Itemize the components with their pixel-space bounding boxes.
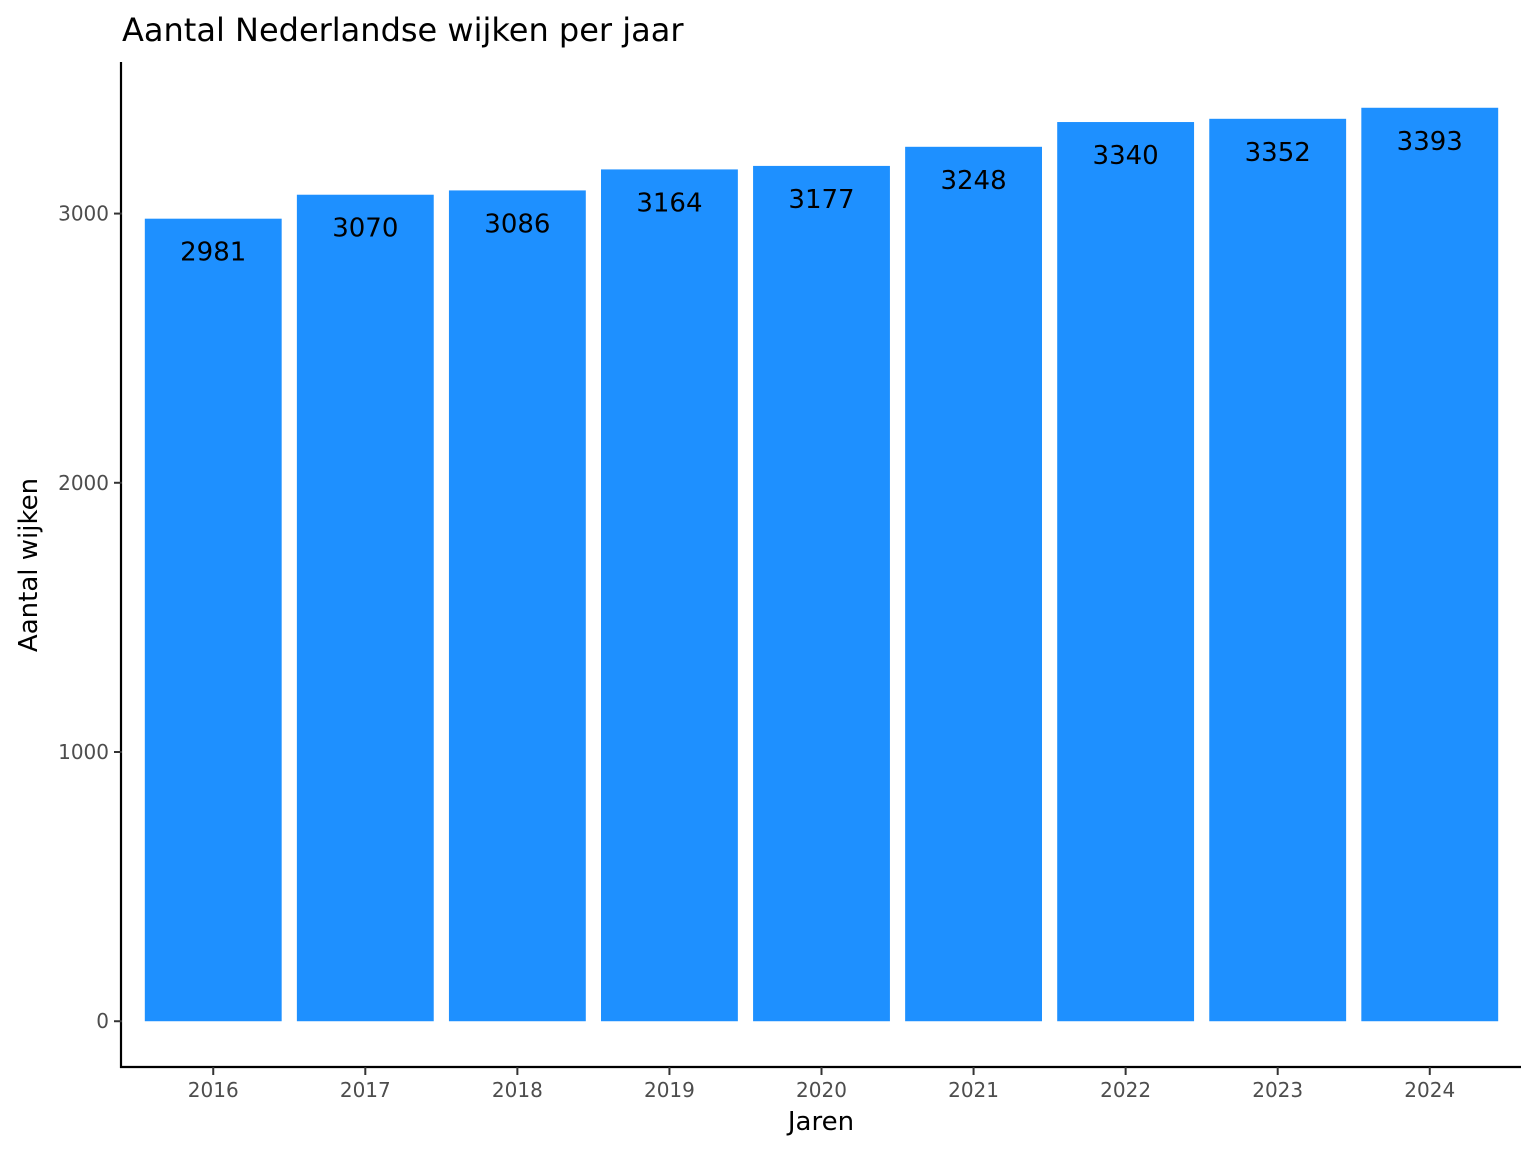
bar-2019 (601, 169, 738, 1022)
data-labels-group: 2981 3070 3086 3164 3177 3248 3340 3352 3393 (180, 127, 1463, 268)
data-label-2020: 3177 (788, 185, 854, 215)
data-label-2017: 3070 (332, 214, 398, 244)
x-tick-label-2024: 2024 (1404, 1078, 1455, 1102)
x-axis: 2016 2017 2018 2019 2020 2021 2022 2023 2024 (120, 1065, 1521, 1102)
bar-2016 (144, 218, 282, 1022)
bars-group (144, 107, 1499, 1022)
data-label-2018: 3086 (484, 209, 550, 239)
y-tick-label-0: 0 (96, 1009, 109, 1033)
bar-2017 (296, 194, 434, 1022)
data-label-2019: 3164 (636, 188, 702, 218)
x-tick-label-2018: 2018 (492, 1078, 543, 1102)
x-tick-label-2022: 2022 (1100, 1078, 1151, 1102)
y-tick-label-2000: 2000 (58, 471, 109, 495)
x-tick-label-2020: 2020 (796, 1078, 847, 1102)
y-tick-label-3000: 3000 (58, 202, 109, 226)
x-tick-label-2017: 2017 (340, 1078, 391, 1102)
bar-2022 (1057, 122, 1195, 1022)
y-tick-label-1000: 1000 (58, 740, 109, 764)
x-tick-label-2019: 2019 (644, 1078, 695, 1102)
data-label-2021: 3248 (940, 166, 1006, 196)
y-axis: 0 1000 2000 3000 (58, 62, 123, 1068)
bar-2024 (1361, 107, 1499, 1022)
data-label-2016: 2981 (180, 238, 246, 268)
bar-2023 (1209, 118, 1347, 1022)
bar-2020 (753, 165, 890, 1022)
x-tick-label-2023: 2023 (1252, 1078, 1303, 1102)
chart-title: Aantal Nederlandse wijken per jaar (122, 11, 684, 49)
data-label-2023: 3352 (1245, 138, 1311, 168)
x-tick-label-2016: 2016 (188, 1078, 239, 1102)
bar-2021 (905, 146, 1042, 1022)
y-axis-title: Aantal wijken (14, 478, 44, 652)
x-tick-label-2021: 2021 (948, 1078, 999, 1102)
x-axis-title: Jaren (786, 1107, 854, 1137)
data-label-2022: 3340 (1093, 141, 1159, 171)
bar-2018 (448, 190, 586, 1022)
data-label-2024: 3393 (1397, 127, 1463, 157)
